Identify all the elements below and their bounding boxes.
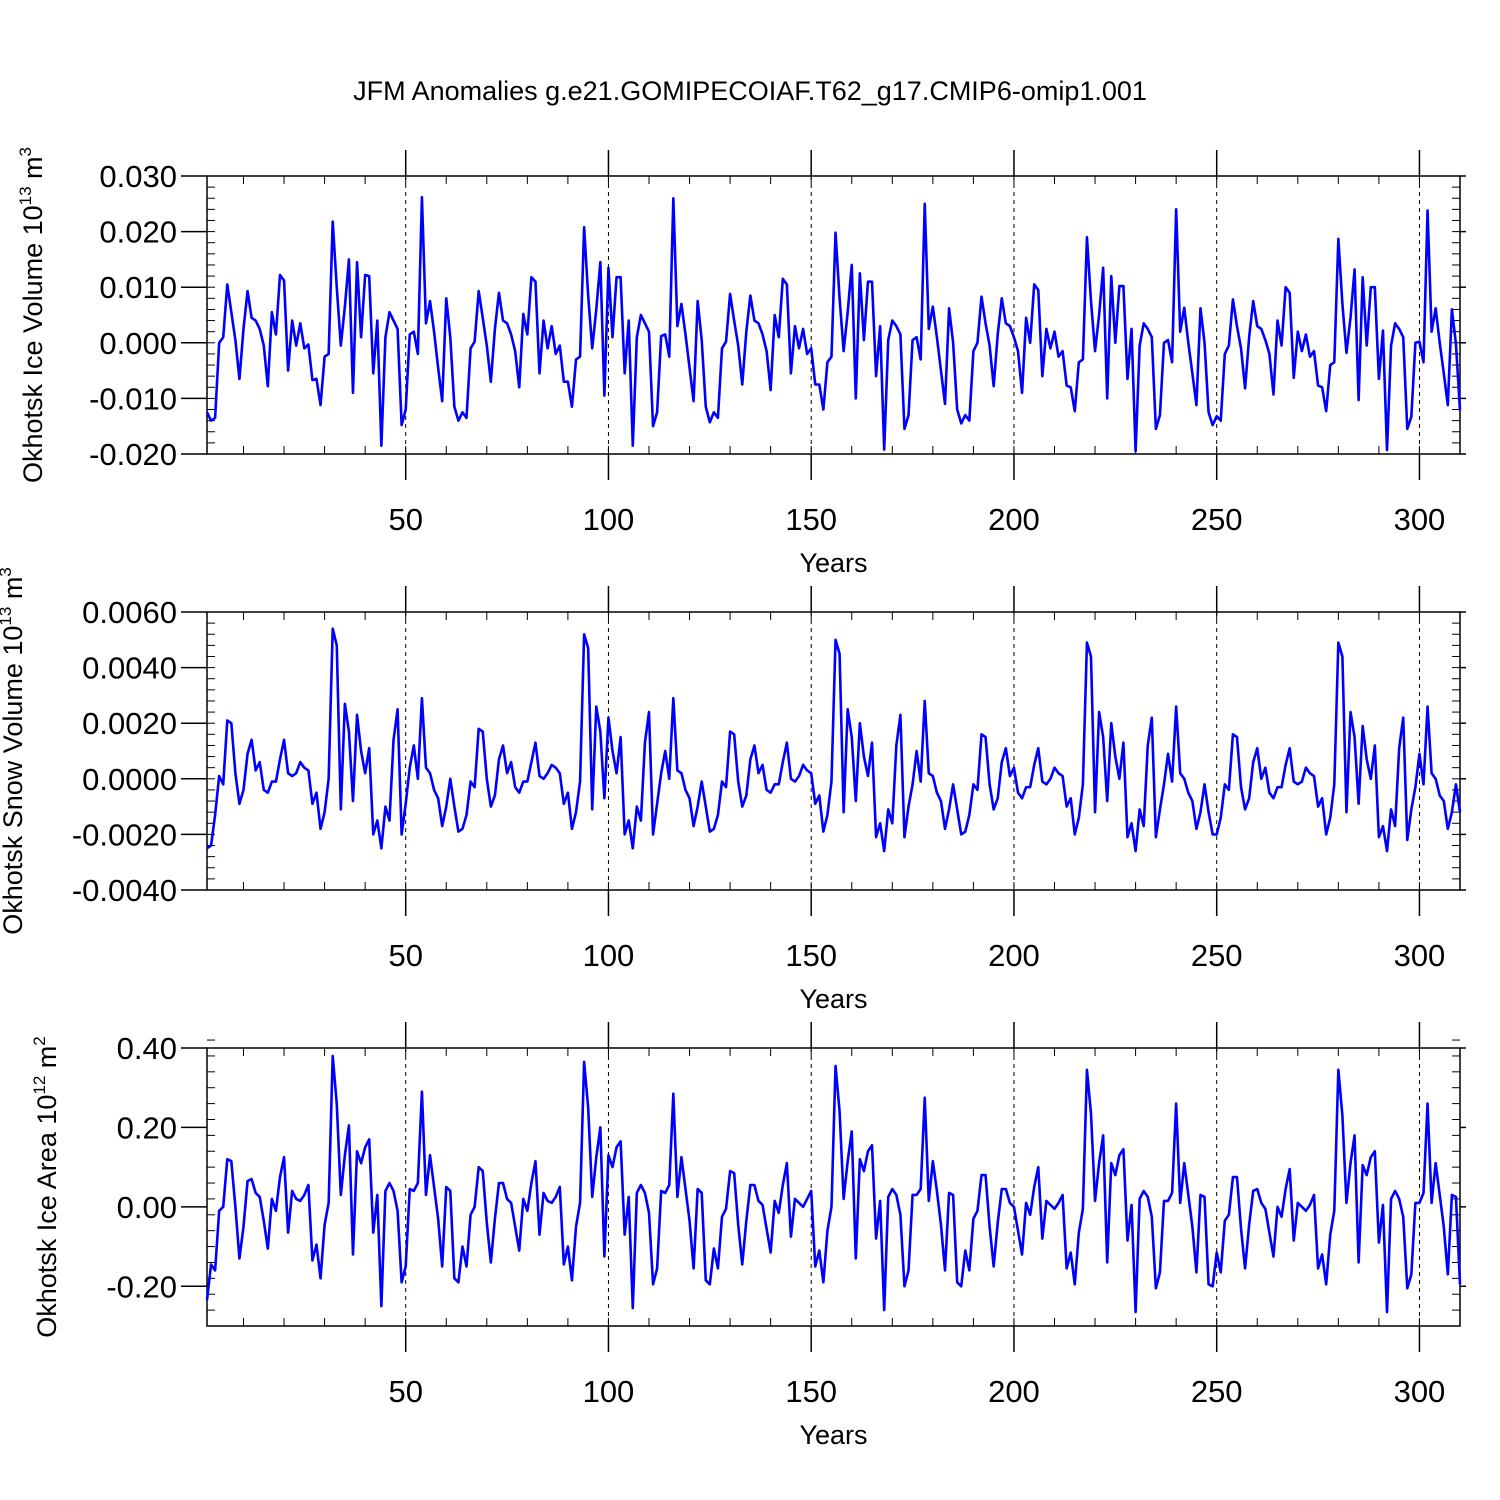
x-tick-label: 150 [785,502,837,537]
y-tick-label: 0.020 [99,215,177,250]
y-axis-label: Okhotsk Snow Volume 1013 m3 [0,567,28,935]
y-tick-label: 0.0000 [82,762,177,797]
y-axis-label: Okhotsk Ice Area 1012 m2 [30,1036,62,1338]
y-tick-label: -0.0040 [72,873,177,908]
y-tick-label: 0.000 [99,326,177,361]
plot-frame [206,175,1461,455]
x-tick-label: 100 [583,938,635,973]
chart-panel-2: -0.0040 -0.0020 0.0000 0.0020 0.0040 0.0060 50… [0,567,1466,1014]
x-tick-label: 200 [988,502,1040,537]
y-tick-label: 0.20 [117,1110,177,1145]
x-tick-label: 100 [583,1374,635,1409]
x-tick-label: 250 [1191,938,1243,973]
chart-panel-1: -0.020 -0.010 0.000 0.010 0.020 0.030 50 100 150… [16,147,1466,578]
chart-panels: -0.020 -0.010 0.000 0.010 0.020 0.030 50 100 150… [0,147,1466,1450]
series-line-okhotsk-snow-volume [206,627,1462,853]
y-tick-label: -0.020 [89,437,177,472]
x-tick-label: 300 [1394,938,1446,973]
y-tick-label: -0.010 [89,381,177,416]
x-axis-label: Years [799,984,867,1014]
plot-frame [206,1047,1461,1327]
x-tick-label: 150 [785,1374,837,1409]
y-tick-label: -0.20 [106,1269,177,1304]
x-tick-label: 250 [1191,502,1243,537]
series-line-okhotsk-ice-volume [205,195,1462,453]
x-tick-label: 50 [388,502,422,537]
x-tick-label: 300 [1394,502,1446,537]
x-tick-label: 150 [785,938,837,973]
figure-title: JFM Anomalies g.e21.GOMIPECOIAF.T62_g17.… [353,76,1147,106]
y-axis-label: Okhotsk Ice Volume 1013 m3 [16,147,48,483]
x-tick-label: 200 [988,1374,1040,1409]
series-line-okhotsk-ice-area [205,1054,1462,1314]
x-tick-label: 200 [988,938,1040,973]
x-tick-label: 300 [1394,1374,1446,1409]
x-tick-label: 50 [388,1374,422,1409]
x-tick-label: 250 [1191,1374,1243,1409]
y-tick-label: 0.0040 [82,651,177,686]
chart-panel-3: -0.20 0.00 0.20 0.40 50 100 150 200 250 300 Years O… [30,1022,1466,1450]
y-tick-label: 0.40 [117,1031,177,1066]
x-tick-label: 50 [388,938,422,973]
x-axis-label: Years [799,1420,867,1450]
y-tick-label: 0.0020 [82,706,177,741]
x-tick-label: 100 [583,502,635,537]
y-tick-label: 0.030 [99,159,177,194]
y-tick-label: 0.0060 [82,595,177,630]
y-tick-label: -0.0020 [72,817,177,852]
x-axis-label: Years [799,548,867,578]
y-tick-label: 0.00 [117,1190,177,1225]
plot-frame [206,611,1461,891]
y-tick-label: 0.010 [99,270,177,305]
